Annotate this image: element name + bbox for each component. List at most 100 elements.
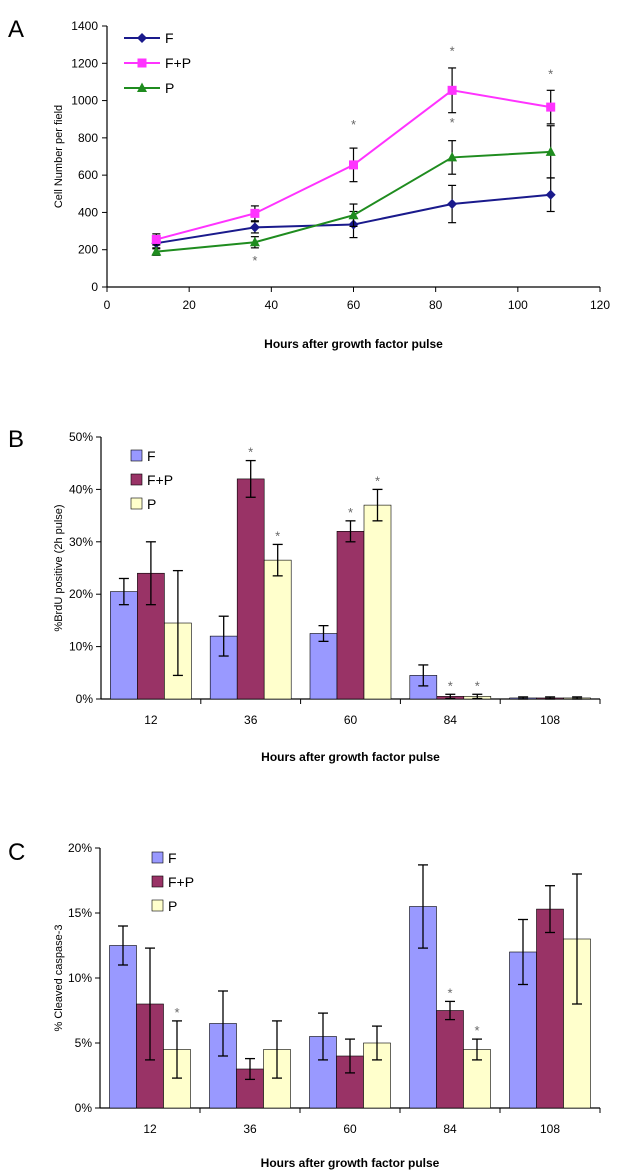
legend-label: P — [165, 80, 174, 96]
data-point — [349, 160, 358, 170]
data-point — [546, 102, 556, 112]
legend-label: F+P — [147, 472, 173, 488]
legend-swatch — [130, 497, 143, 510]
bar-f-p-84 — [436, 1010, 464, 1109]
legend-marker — [137, 82, 147, 92]
data-point — [545, 189, 556, 200]
x-tick-label: 120 — [590, 298, 610, 312]
panel-letter-b: B — [8, 426, 24, 453]
legend-item-p: P — [151, 898, 177, 914]
bar-f-p-108 — [536, 908, 564, 1109]
series-p — [151, 125, 556, 256]
x-tick-label: 12 — [144, 713, 158, 727]
significance-star: * — [275, 528, 280, 543]
data-point — [447, 85, 457, 95]
y-tick-label: 50% — [69, 430, 93, 444]
bar-f-p-36 — [236, 478, 265, 700]
legend-label: F — [168, 850, 177, 866]
y-tick-label: 1000 — [71, 94, 98, 108]
x-tick-label: 40 — [265, 298, 279, 312]
panel-c-bar-chart: C % Cleaved caspase-3 Hours after growth… — [8, 839, 601, 1170]
x-tick-label: 12 — [143, 1122, 157, 1136]
panel-letter-c: C — [8, 839, 25, 866]
x-axis-title: Hours after growth factor pulse — [261, 750, 440, 764]
data-point — [447, 151, 458, 162]
x-tick-label: 20 — [182, 298, 196, 312]
x-tick-label: 60 — [343, 1122, 357, 1136]
y-axis-title: % Cleaved caspase-3 — [53, 924, 65, 1031]
legend-label: F+P — [168, 874, 194, 890]
data-point — [151, 246, 162, 256]
legend-item-f: F — [151, 850, 177, 866]
y-tick-label: 400 — [78, 205, 98, 219]
legend-item-f: F — [130, 448, 156, 464]
legend-label: F — [147, 448, 156, 464]
x-tick-label: 108 — [540, 713, 560, 727]
significance-star: * — [450, 115, 455, 130]
legend-item-p: P — [124, 80, 174, 96]
significance-star: * — [348, 505, 353, 520]
y-tick-label: 15% — [68, 906, 92, 920]
legend-item-f-p: F+P — [151, 874, 194, 890]
legend-item-f-p: F+P — [124, 55, 191, 71]
y-axis-title: %BrdU positive (2h pulse) — [53, 504, 65, 631]
significance-star: * — [252, 253, 257, 268]
legend-label: F — [165, 30, 174, 46]
legend-swatch — [151, 875, 164, 888]
legend-label: P — [168, 898, 177, 914]
y-tick-label: 800 — [78, 131, 98, 145]
legend-item-f: F — [124, 30, 174, 46]
x-axis-title: Hours after growth factor pulse — [264, 337, 443, 351]
data-point — [249, 222, 260, 233]
legend-item-p: P — [130, 496, 156, 512]
x-tick-label: 80 — [429, 298, 443, 312]
significance-star: * — [474, 1023, 479, 1038]
y-tick-label: 0 — [91, 280, 98, 294]
y-tick-label: 20% — [68, 841, 92, 855]
legend-swatch — [130, 449, 143, 462]
bar-f-12 — [110, 591, 138, 700]
x-axis-title: Hours after growth factor pulse — [261, 1156, 440, 1170]
y-tick-label: 10% — [69, 640, 93, 654]
series-f-p — [151, 67, 556, 246]
y-tick-label: 1200 — [71, 56, 98, 70]
panel-a-line-chart: A Cell Number per field Hours after grow… — [8, 16, 610, 351]
significance-star: * — [475, 678, 480, 693]
x-tick-label: 0 — [104, 298, 111, 312]
x-tick-label: 100 — [508, 298, 528, 312]
bar-p-60 — [363, 504, 392, 700]
significance-star: * — [375, 473, 380, 488]
significance-star: * — [447, 985, 452, 1000]
data-point — [348, 209, 359, 220]
y-tick-label: 30% — [69, 535, 93, 549]
bar-f-60 — [309, 633, 338, 700]
legend-marker — [137, 58, 147, 68]
significance-star: * — [351, 117, 356, 132]
data-point — [250, 208, 260, 218]
legend-marker — [137, 33, 147, 43]
data-point — [545, 146, 556, 156]
y-tick-label: 1400 — [71, 19, 98, 33]
x-tick-label: 84 — [443, 1122, 457, 1136]
data-point — [447, 199, 458, 210]
legend-label: F+P — [165, 55, 191, 71]
x-tick-label: 60 — [347, 298, 361, 312]
legend-swatch — [151, 851, 164, 864]
y-tick-label: 0% — [75, 1101, 93, 1115]
legend-label: P — [147, 496, 156, 512]
bar-p-36 — [263, 559, 292, 700]
significance-star: * — [174, 1005, 179, 1020]
panel-b-bar-chart: B %BrdU positive (2h pulse) Hours after … — [8, 426, 601, 764]
x-tick-label: 36 — [244, 713, 258, 727]
y-tick-label: 40% — [69, 482, 93, 496]
significance-star: * — [548, 67, 553, 82]
y-tick-label: 600 — [78, 168, 98, 182]
significance-star: * — [448, 678, 453, 693]
y-tick-label: 10% — [68, 971, 92, 985]
x-tick-label: 84 — [444, 713, 458, 727]
legend-swatch — [151, 899, 164, 912]
y-tick-label: 200 — [78, 243, 98, 257]
x-tick-label: 108 — [540, 1122, 560, 1136]
significance-star: * — [450, 43, 455, 58]
